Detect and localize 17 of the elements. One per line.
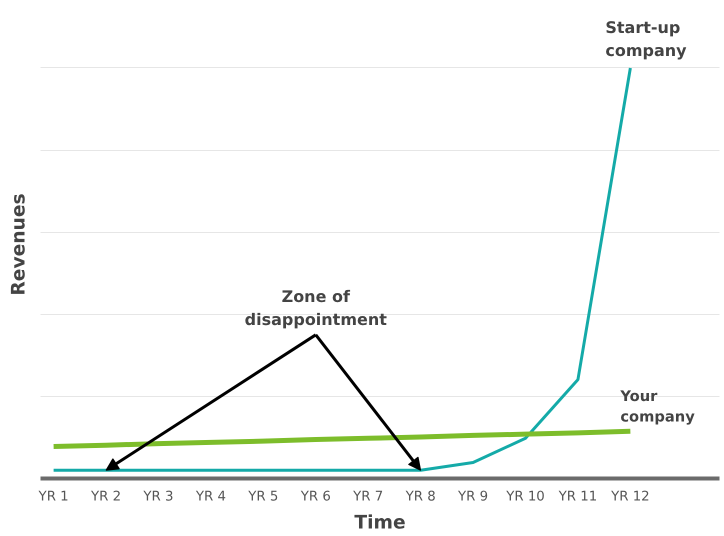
x-tick-label: YR 3 (142, 490, 174, 504)
x-tick-label: YR 11 (558, 490, 598, 504)
x-tick-label: YR 2 (90, 490, 122, 504)
x-tick-label: YR 9 (457, 490, 488, 504)
y-axis-title: Revenues (8, 193, 30, 296)
x-tick-label: YR 10 (505, 490, 545, 504)
series-label: Start-up company (605, 18, 688, 60)
x-tick-label: YR 12 (610, 490, 650, 504)
annotation: Zone of disappointment (244, 287, 388, 329)
x-tick-label: YR 8 (404, 490, 436, 504)
x-axis-title: Time (354, 512, 406, 534)
x-tick-label: YR 1 (38, 490, 69, 504)
x-tick-label: YR 4 (194, 490, 226, 504)
x-tick-label: YR 6 (300, 490, 331, 504)
series-label: Your company (619, 388, 696, 426)
x-tick-label: YR 7 (352, 490, 384, 504)
x-tick-label: YR 5 (247, 490, 278, 504)
